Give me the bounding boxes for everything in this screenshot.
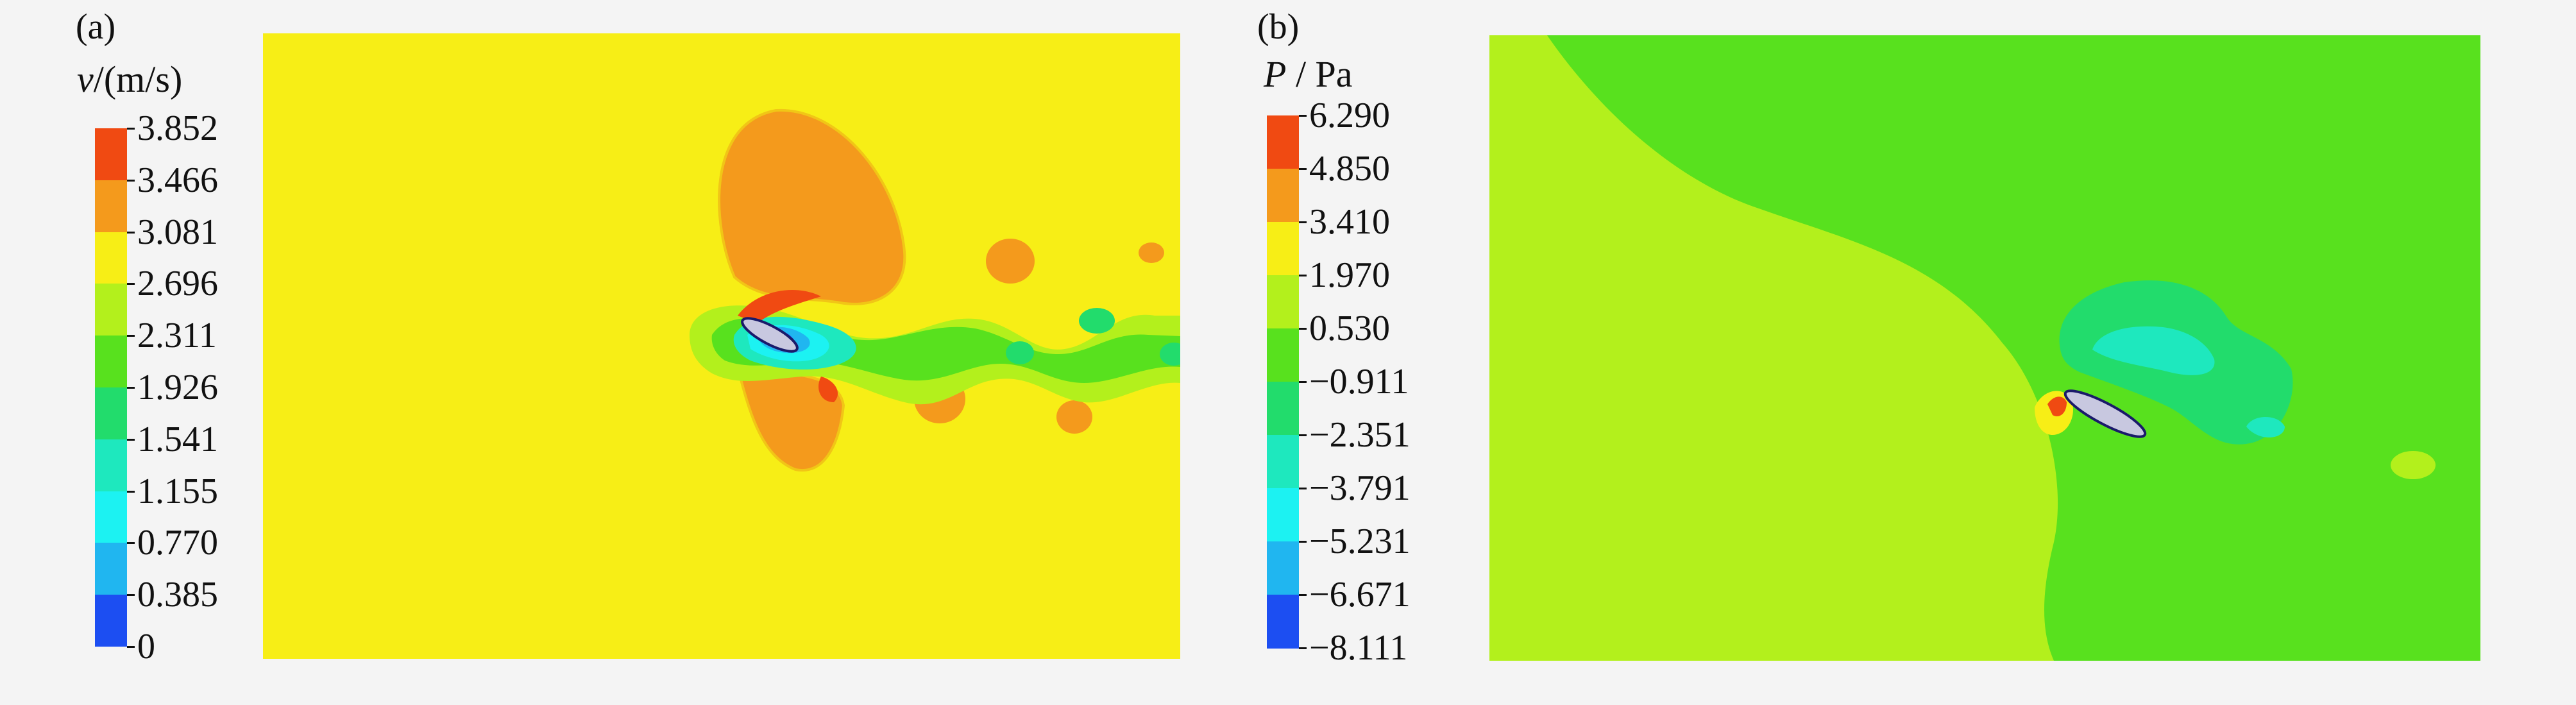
colorbar-tick [1299,434,1307,436]
colorbar-tick [1299,381,1307,383]
colorbar-band [95,543,127,595]
colorbar-title-b: P / Pa [1264,53,1353,96]
velocity-contour-plot [263,33,1180,659]
colorbar-tick-label: 1.541 [137,419,218,459]
colorbar-tick [127,128,135,130]
colorbar-tick-label: −5.231 [1309,522,1411,561]
colorbar-band [1267,435,1299,489]
colorbar-band [95,439,127,492]
colorbar-tick-label: 1.155 [137,471,218,511]
colorbar-tick [127,594,135,597]
colorbar-band [1267,595,1299,649]
colorbar-band [95,128,127,181]
colorbar-band [1267,541,1299,595]
colorbar-symbol-a: v [77,58,94,100]
colorbar-tick-label: 3.852 [137,108,218,148]
colorbar-band [1267,488,1299,542]
colorbar-band [95,491,127,543]
colorbar-tick-label: 2.696 [137,264,218,304]
colorbar-tick-label: 0.385 [137,575,218,615]
colorbar-band [95,232,127,284]
colorbar-tick-label: 3.081 [137,212,218,252]
colorbar-tick [127,490,135,493]
colorbar-band [95,180,127,233]
colorbar-tick [127,335,135,337]
colorbar-tick-label: 0 [137,627,155,667]
colorbar-tick-label: −0.911 [1309,362,1409,402]
colorbar-tick [127,179,135,182]
colorbar-tick-label: 4.850 [1309,149,1390,189]
pressure-contour-plot [1489,35,2480,661]
colorbar-tick-label: 1.926 [137,368,218,407]
colorbar-unit-b: / Pa [1286,53,1353,95]
colorbar-band [1267,328,1299,382]
colorbar-band [95,387,127,440]
colorbar-tick [1299,328,1307,330]
colorbar-tick [1299,168,1307,170]
panel-label-b: (b) [1257,7,1300,47]
pressure-contour-svg [1489,35,2480,661]
colorbar-tick [127,387,135,389]
colorbar-tick [1299,115,1307,117]
colorbar-unit-a: /(m/s) [93,58,183,100]
colorbar-tick-label: 6.290 [1309,96,1390,135]
colorbar-tick [1299,488,1307,489]
colorbar-band [1267,169,1299,223]
colorbar-band [95,595,127,647]
colorbar-a [95,128,127,647]
colorbar-tick-label: −2.351 [1309,415,1411,455]
colorbar-tick-label: −6.671 [1309,575,1411,615]
colorbar-tick [127,231,135,234]
colorbar-tick-label: 2.311 [137,316,217,356]
colorbar-tick [127,542,135,545]
velocity-contour-svg [263,33,1180,659]
colorbar-title-a: v/(m/s) [77,58,182,101]
colorbar-band [1267,275,1299,329]
colorbar-band [1267,382,1299,436]
colorbar-tick-label: 3.410 [1309,202,1390,242]
colorbar-tick [127,438,135,441]
colorbar-tick [127,283,135,285]
colorbar-symbol-b: P [1264,53,1287,95]
colorbar-tick [1299,541,1307,543]
colorbar-tick-label: 1.970 [1309,255,1390,295]
colorbar-tick [1299,594,1307,596]
colorbar-tick-label: 3.466 [137,160,218,200]
panel-label-a: (a) [76,7,116,47]
colorbar-tick-label: −8.111 [1309,628,1408,668]
colorbar-band [1267,222,1299,276]
colorbar-b [1267,115,1299,649]
colorbar-tick-label: 0.770 [137,523,218,563]
colorbar-tick [1299,221,1307,223]
colorbar-tick-label: −3.791 [1309,468,1411,508]
colorbar-tick [1299,275,1307,276]
colorbar-tick-label: 0.530 [1309,309,1390,348]
colorbar-band [95,336,127,388]
colorbar-band [95,284,127,336]
colorbar-tick [127,646,135,648]
colorbar-band [1267,115,1299,169]
colorbar-tick [1299,647,1307,649]
